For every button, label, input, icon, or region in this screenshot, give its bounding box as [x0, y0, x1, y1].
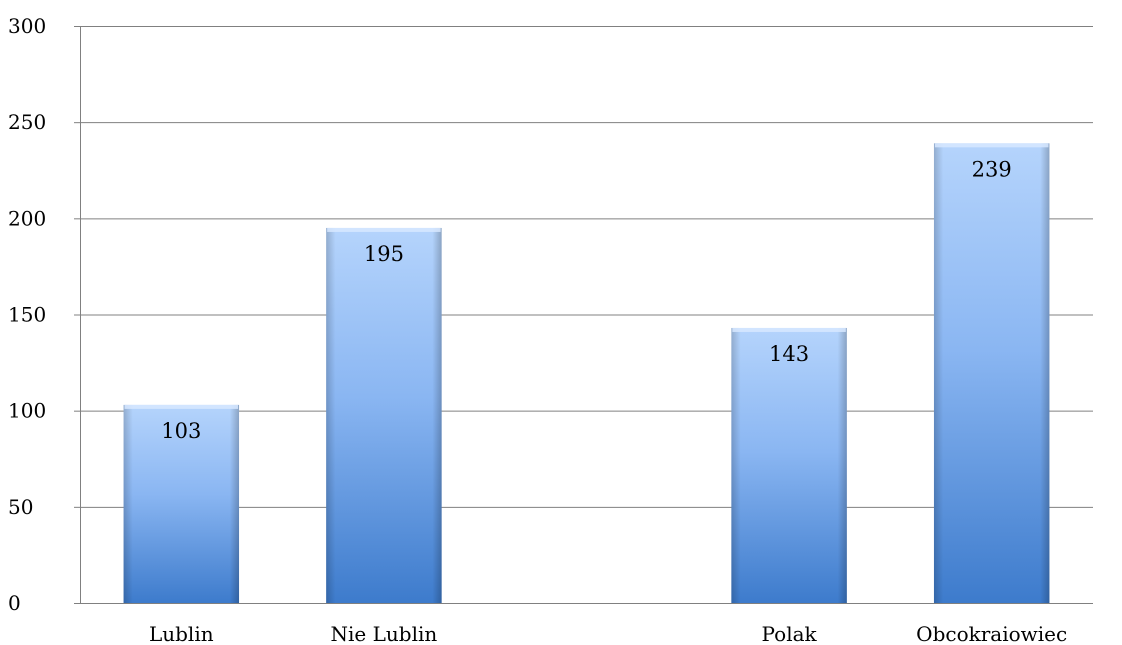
x-tick-label: Nie Lublin	[331, 622, 438, 645]
bar-edge-shade	[933, 143, 1050, 603]
labels: 0 50 100 150 200 250 300 103 Lublin 195 Nie Lublin…	[8, 14, 1067, 645]
y-tick-label: 300	[8, 14, 46, 38]
x-tick-label: Lublin	[149, 622, 214, 645]
bar-edge-shade	[123, 404, 240, 603]
y-tick-label: 0	[8, 591, 21, 615]
data-label: 195	[364, 242, 404, 266]
y-tick-label: 250	[8, 110, 46, 134]
bar-edge-shade	[731, 327, 847, 603]
bar-top-highlight	[934, 143, 1049, 148]
x-tick-label: Obcokraiowiec	[916, 622, 1067, 645]
y-tick-label: 150	[8, 303, 46, 327]
bar-top-highlight	[732, 327, 846, 332]
gridlines	[80, 26, 1093, 508]
y-tick-label: 200	[8, 206, 46, 230]
bar-top-highlight	[327, 227, 441, 232]
x-tick-label: Polak	[762, 622, 818, 645]
data-label: 103	[161, 419, 201, 443]
data-label: 239	[972, 157, 1012, 181]
bar-edge-shade	[326, 227, 442, 603]
y-tick-label: 50	[8, 495, 33, 519]
y-tick-label: 100	[8, 399, 46, 423]
bar	[123, 404, 240, 603]
bar	[933, 143, 1050, 603]
data-label: 143	[769, 342, 809, 366]
bar	[731, 327, 847, 603]
axes	[74, 26, 1093, 604]
bar-top-highlight	[124, 404, 239, 409]
bars	[123, 143, 1050, 603]
bar	[326, 227, 442, 603]
